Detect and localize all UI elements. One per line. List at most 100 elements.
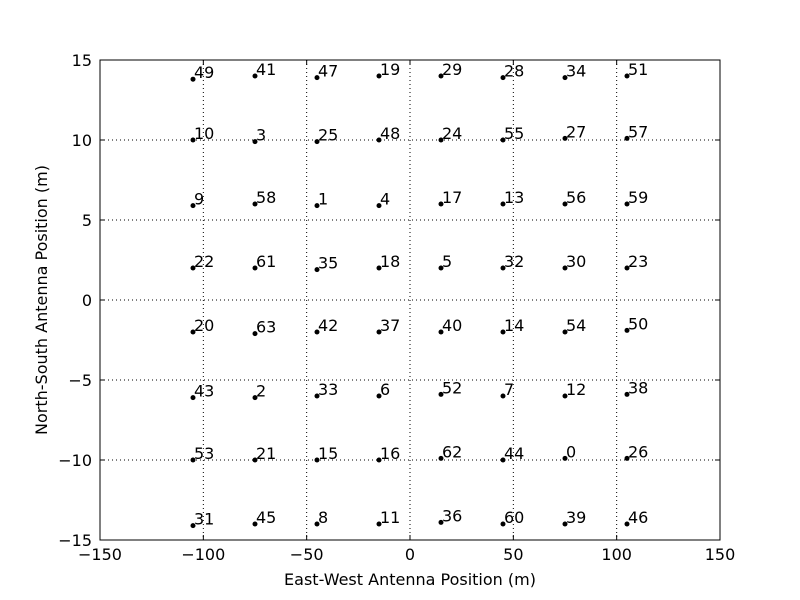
- antenna-point: [252, 139, 258, 145]
- antenna-point-label: 50: [628, 314, 648, 333]
- antenna-point-label: 58: [256, 188, 276, 207]
- x-tick-label: 50: [503, 545, 523, 564]
- antenna-point-label: 43: [194, 382, 214, 401]
- x-tick-label: −100: [181, 545, 225, 564]
- antenna-point: [314, 75, 320, 81]
- antenna-point: [562, 201, 568, 207]
- antenna-point: [376, 203, 382, 209]
- antenna-point: [438, 455, 444, 461]
- antenna-point-label: 60: [504, 508, 524, 527]
- antenna-point-label: 46: [628, 508, 648, 527]
- antenna-point-label: 6: [380, 380, 390, 399]
- antenna-point: [376, 137, 382, 143]
- antenna-point-label: 37: [380, 316, 400, 335]
- antenna-point: [562, 329, 568, 335]
- antenna-point-label: 22: [194, 252, 214, 271]
- antenna-point: [190, 137, 196, 143]
- antenna-point-label: 11: [380, 508, 400, 527]
- antenna-point-label: 44: [504, 444, 524, 463]
- antenna-point: [314, 139, 320, 145]
- y-tick-label: −5: [68, 371, 92, 390]
- antenna-point-label: 42: [318, 316, 338, 335]
- antenna-point: [314, 267, 320, 273]
- antenna-point-label: 2: [256, 382, 266, 401]
- x-axis-label: East-West Antenna Position (m): [284, 570, 536, 589]
- antenna-point-label: 3: [256, 126, 266, 145]
- antenna-point: [500, 329, 506, 335]
- antenna-point: [252, 331, 258, 337]
- antenna-point-label: 56: [566, 188, 586, 207]
- antenna-point: [500, 393, 506, 399]
- antenna-point-label: 24: [442, 124, 462, 143]
- antenna-point: [562, 75, 568, 81]
- antenna-point: [500, 201, 506, 207]
- antenna-point-label: 55: [504, 124, 524, 143]
- antenna-point-label: 27: [566, 122, 586, 141]
- antenna-point: [252, 521, 258, 527]
- antenna-point: [624, 135, 630, 141]
- antenna-point-label: 19: [380, 60, 400, 79]
- antenna-point-label: 1: [318, 190, 328, 209]
- antenna-point-label: 33: [318, 380, 338, 399]
- y-axis-label: North-South Antenna Position (m): [32, 165, 51, 435]
- antenna-point-label: 40: [442, 316, 462, 335]
- antenna-point-label: 35: [318, 254, 338, 273]
- antenna-point-label: 25: [318, 126, 338, 145]
- antenna-point: [314, 457, 320, 463]
- antenna-point-label: 54: [566, 316, 586, 335]
- y-tick-label: 15: [72, 51, 92, 70]
- antenna-point-label: 7: [504, 380, 514, 399]
- antenna-point-label: 38: [628, 378, 648, 397]
- antenna-point: [562, 265, 568, 271]
- antenna-point-label: 28: [504, 62, 524, 81]
- antenna-point-label: 51: [628, 60, 648, 79]
- antenna-point: [562, 135, 568, 141]
- antenna-point: [376, 393, 382, 399]
- x-tick-label: 150: [705, 545, 736, 564]
- antenna-point: [624, 73, 630, 79]
- antenna-point: [314, 393, 320, 399]
- antenna-point: [190, 203, 196, 209]
- antenna-point: [190, 395, 196, 401]
- antenna-point: [500, 521, 506, 527]
- antenna-point-label: 17: [442, 188, 462, 207]
- antenna-point: [252, 457, 258, 463]
- x-tick-label: −50: [290, 545, 324, 564]
- antenna-point-label: 52: [442, 378, 462, 397]
- antenna-point-label: 16: [380, 444, 400, 463]
- antenna-point: [252, 395, 258, 401]
- antenna-point-label: 12: [566, 380, 586, 399]
- antenna-point: [376, 329, 382, 335]
- antenna-point: [376, 457, 382, 463]
- antenna-point: [314, 521, 320, 527]
- antenna-point: [438, 201, 444, 207]
- antenna-point-label: 26: [628, 442, 648, 461]
- antenna-point-label: 14: [504, 316, 524, 335]
- antenna-point: [500, 75, 506, 81]
- antenna-point-label: 45: [256, 508, 276, 527]
- antenna-point-label: 8: [318, 508, 328, 527]
- antenna-point-label: 9: [194, 190, 204, 209]
- antenna-point: [190, 457, 196, 463]
- antenna-point-label: 48: [380, 124, 400, 143]
- antenna-point-label: 39: [566, 508, 586, 527]
- antenna-point: [314, 329, 320, 335]
- y-tick-label: 0: [82, 291, 92, 310]
- antenna-point: [376, 73, 382, 79]
- antenna-point-label: 0: [566, 442, 576, 461]
- antenna-point-label: 10: [194, 124, 214, 143]
- antenna-point-label: 5: [442, 252, 452, 271]
- antenna-point-label: 13: [504, 188, 524, 207]
- antenna-point: [438, 391, 444, 397]
- antenna-point-label: 23: [628, 252, 648, 271]
- antenna-point-label: 32: [504, 252, 524, 271]
- antenna-point: [624, 327, 630, 333]
- antenna-point: [376, 521, 382, 527]
- antenna-point-label: 21: [256, 444, 276, 463]
- antenna-point: [252, 73, 258, 79]
- y-tick-label: 5: [82, 211, 92, 230]
- x-tick-label: 0: [405, 545, 415, 564]
- antenna-point-label: 62: [442, 442, 462, 461]
